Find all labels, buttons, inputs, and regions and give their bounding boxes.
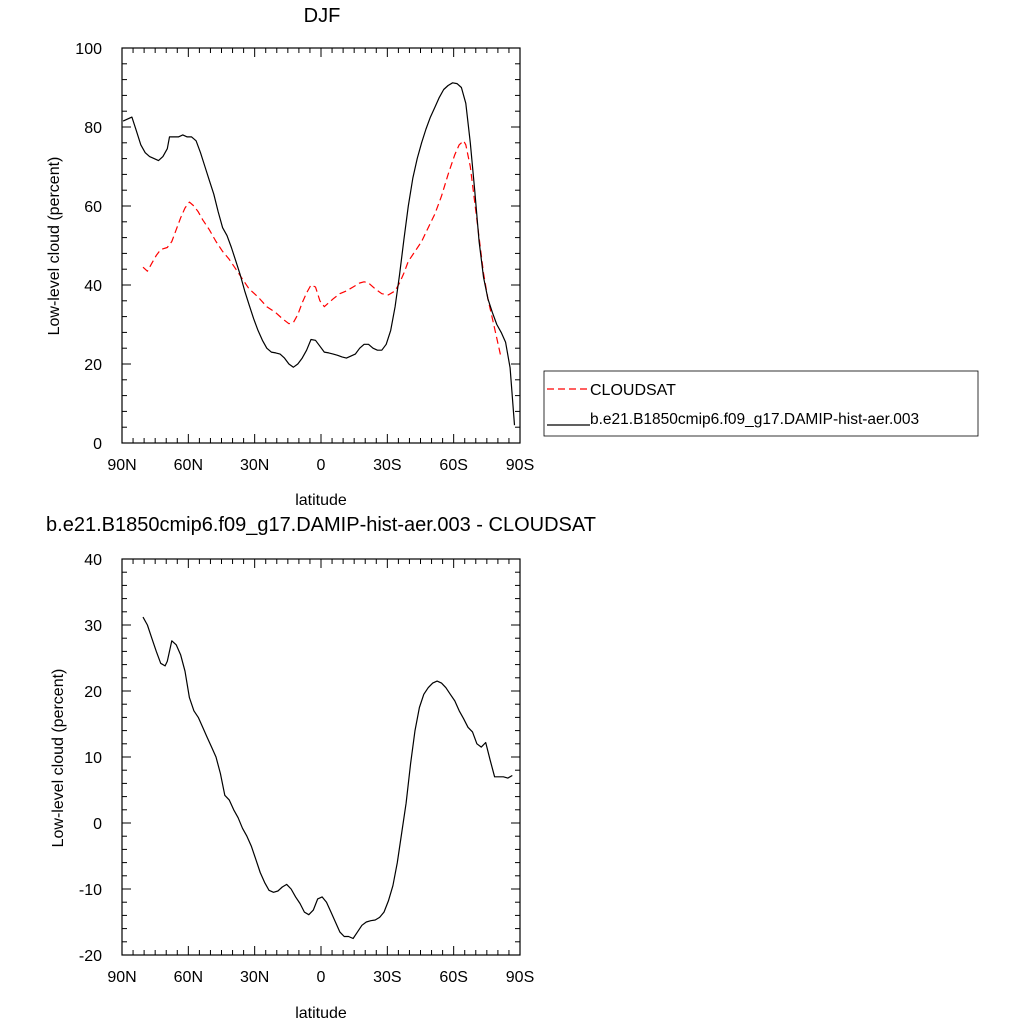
y-tick-label: 60 xyxy=(84,199,102,216)
y-tick-label: 30 xyxy=(84,618,102,635)
x-tick-label: 30N xyxy=(240,969,269,986)
chart-title: b.e21.B1850cmip6.f09_g17.DAMIP-hist-aer.… xyxy=(46,514,596,536)
plot-frame xyxy=(121,47,521,444)
y-tick-label: 40 xyxy=(84,278,102,295)
x-tick-label: 90S xyxy=(506,969,534,986)
legend: CLOUDSAT b.e21.B1850cmip6.f09_g17.DAMIP-… xyxy=(543,370,979,437)
x-tick-label: 60N xyxy=(174,457,203,474)
plot-frame xyxy=(121,558,521,956)
x-tick-label: 60N xyxy=(174,969,203,986)
y-tick-label: 40 xyxy=(84,552,102,569)
djf-cloud-panel: DJF 90N 60N 30N 0 30S 60S 90S 0 20 40 60 80 100 lati… xyxy=(46,5,979,509)
x-tick-label: 0 xyxy=(317,969,326,986)
legend-label-cloudsat: CLOUDSAT xyxy=(590,382,676,399)
x-tick-label: 30S xyxy=(373,969,401,986)
legend-label-model: b.e21.B1850cmip6.f09_g17.DAMIP-hist-aer.… xyxy=(590,411,919,428)
y-tick-label: 100 xyxy=(75,41,102,58)
series-line-cloudsat xyxy=(142,140,502,359)
y-tick-label: 0 xyxy=(93,816,102,833)
y-axis-label: Low-level cloud (percent) xyxy=(46,157,63,336)
x-tick-label: 30N xyxy=(240,457,269,474)
y-tick-label: 0 xyxy=(93,436,102,453)
x-axis-label: latitude xyxy=(295,492,347,509)
x-tick-label: 90N xyxy=(107,457,136,474)
x-tick-label: 0 xyxy=(317,457,326,474)
x-tick-label: 60S xyxy=(439,457,467,474)
y-tick-label: 10 xyxy=(84,750,102,767)
x-tick-label: 30S xyxy=(373,457,401,474)
difference-panel: b.e21.B1850cmip6.f09_g17.DAMIP-hist-aer.… xyxy=(46,514,596,1022)
series-line-model xyxy=(122,82,516,426)
x-tick-label: 90N xyxy=(107,969,136,986)
y-tick-label: 20 xyxy=(84,357,102,374)
x-axis-label: latitude xyxy=(295,1005,347,1022)
x-tick-label: 90S xyxy=(506,457,534,474)
y-tick-label: -10 xyxy=(79,882,102,899)
series-line-difference xyxy=(142,616,513,940)
y-tick-label: 20 xyxy=(84,684,102,701)
legend-box xyxy=(543,370,979,437)
y-axis-label: Low-level cloud (percent) xyxy=(50,669,67,848)
chart-title: DJF xyxy=(304,5,341,27)
x-tick-label: 60S xyxy=(439,969,467,986)
y-tick-label: -20 xyxy=(79,948,102,965)
y-tick-label: 80 xyxy=(84,120,102,137)
